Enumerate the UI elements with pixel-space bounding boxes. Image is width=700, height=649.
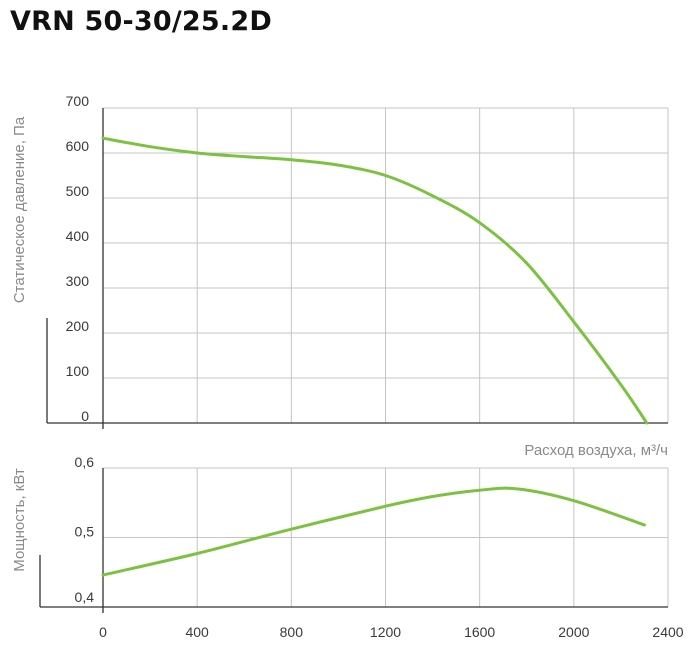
pressure-curve — [101, 136, 649, 425]
x-tick-2000: 2000 — [558, 624, 589, 640]
pressure-y-tick-labels: 0 100 200 300 400 500 600 700 — [66, 93, 90, 424]
chart-title: VRN 50-30/25.2D — [10, 6, 272, 37]
power-y-tick-0: 0,4 — [75, 589, 95, 605]
x-tick-1600: 1600 — [464, 624, 495, 640]
power-y-tick-2: 0,6 — [75, 454, 95, 470]
power-curve — [101, 486, 646, 577]
pressure-y-axis-label: Статическое давление, Па — [11, 116, 28, 303]
axes — [39, 108, 668, 613]
curves — [101, 136, 649, 577]
pressure-y-tick-600: 600 — [66, 138, 90, 154]
pressure-y-tick-700: 700 — [66, 93, 90, 109]
power-y-tick-labels: 0,4 0,5 0,6 — [75, 454, 95, 605]
x-tick-labels: 0 400 800 1200 1600 2000 2400 — [99, 624, 684, 640]
pressure-y-tick-200: 200 — [66, 318, 90, 334]
x-tick-800: 800 — [280, 624, 304, 640]
power-y-tick-1: 0,5 — [75, 524, 95, 540]
pressure-y-tick-100: 100 — [66, 363, 90, 379]
pressure-y-tick-400: 400 — [66, 228, 90, 244]
x-axis-label: Расход воздуха, м³/ч — [524, 442, 668, 459]
pressure-y-tick-500: 500 — [66, 183, 90, 199]
pressure-y-tick-300: 300 — [66, 273, 90, 289]
x-tick-400: 400 — [185, 624, 209, 640]
x-tick-0: 0 — [99, 624, 107, 640]
pressure-y-tick-0: 0 — [81, 408, 89, 424]
power-grid — [102, 467, 669, 607]
x-tick-1200: 1200 — [370, 624, 401, 640]
power-y-axis-label: Мощность, кВт — [11, 468, 28, 572]
pressure-grid — [102, 107, 669, 423]
x-tick-2400: 2400 — [652, 624, 683, 640]
